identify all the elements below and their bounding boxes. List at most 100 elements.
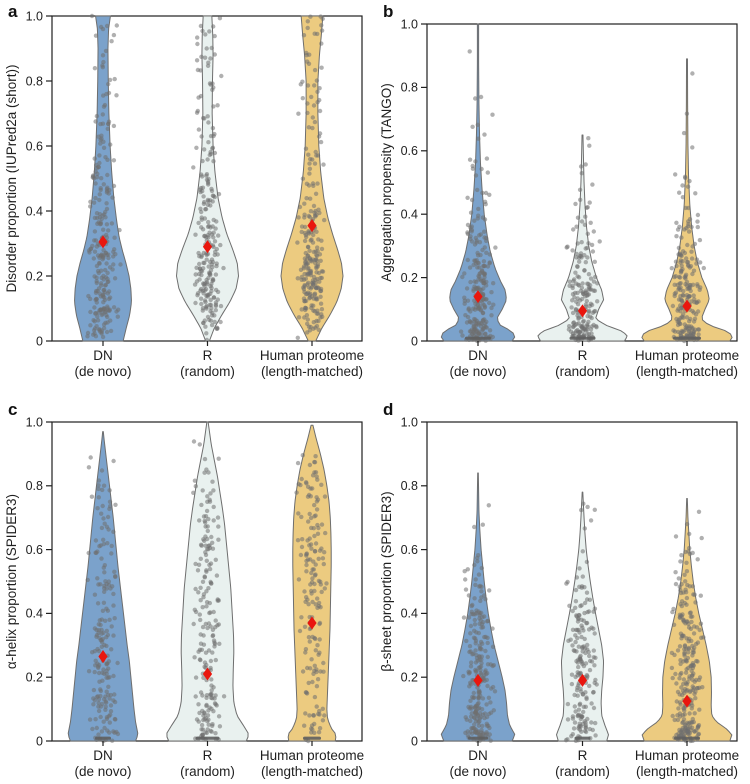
x-category-label: Human proteome <box>635 748 739 763</box>
mean-diamond-d-2 <box>682 694 692 708</box>
y-tick-label: 1.0 <box>401 17 418 31</box>
scatter-points-a-0 <box>85 13 123 340</box>
scatter-points-a-1 <box>191 16 226 343</box>
scatter-points-c-0 <box>85 455 121 744</box>
violin-d-1 <box>556 491 609 742</box>
x-category-sublabel: (de novo) <box>74 764 131 779</box>
y-axis-title: Disorder proportion (IUPred2a (short)) <box>4 64 19 292</box>
x-category-label: R <box>203 748 213 763</box>
x-category-label: R <box>203 348 213 363</box>
panel-letter-a: a <box>8 2 18 21</box>
y-tick-label: 1.0 <box>401 415 418 429</box>
y-tick-label: 1.0 <box>26 415 43 429</box>
panel-b: b 1.0 0.8 0.6 0.4 0.2 0 Aggregation propensity… <box>375 0 750 392</box>
x-category-sublabel: (length-matched) <box>261 364 363 379</box>
scatter-points-d-0 <box>461 503 498 743</box>
panel-letter-c: c <box>8 400 18 419</box>
violin-d-0 <box>440 472 516 742</box>
zero-cluster-bar <box>468 736 488 740</box>
y-axis-title: β-sheet proportion (SPIDER3) <box>379 491 394 671</box>
violin-a-2 <box>280 15 344 342</box>
y-tick-label: 0.2 <box>401 671 418 685</box>
y-tick-label: 0.4 <box>26 607 43 621</box>
panel-letter-b: b <box>383 2 394 21</box>
x-category-sublabel: (length-matched) <box>636 764 738 779</box>
zero-cluster-bar <box>673 336 701 340</box>
zero-cluster-bar <box>95 736 111 740</box>
y-tick-label: 0.6 <box>26 139 43 153</box>
x-category-label: DN <box>468 748 488 763</box>
panel-a: a 1.0 0.8 0.6 0.4 0.2 0 Disorder proportion (I… <box>0 0 375 392</box>
x-category-label: R <box>578 748 588 763</box>
x-category-label: DN <box>93 348 113 363</box>
y-tick-label: 0.2 <box>26 671 43 685</box>
mean-diamond-b-0 <box>473 290 483 304</box>
y-tick-label: 0.6 <box>401 543 418 557</box>
zero-cluster-bar <box>574 736 591 740</box>
mean-diamond-c-1 <box>202 667 213 681</box>
violin-chart-a: 1.0 0.8 0.6 0.4 0.2 0 Disorder proportion (IUP… <box>4 9 364 379</box>
y-tick-label: 0.2 <box>26 269 43 283</box>
x-category-sublabel: (random) <box>555 364 610 379</box>
mean-diamond-d-1 <box>577 673 588 687</box>
y-tick-label: 0.4 <box>401 208 418 222</box>
y-tick-label: 0 <box>36 334 43 348</box>
violin-b-0 <box>440 23 516 342</box>
y-tick-label: 0 <box>411 334 418 348</box>
scatter-points-c-2 <box>294 453 329 744</box>
x-category-sublabel: (random) <box>180 764 235 779</box>
zero-cluster-bar <box>569 336 596 340</box>
mean-diamond-b-2 <box>682 299 692 313</box>
x-category-sublabel: (length-matched) <box>261 764 363 779</box>
violin-c-1 <box>166 421 249 742</box>
x-category-sublabel: (random) <box>555 764 610 779</box>
zero-cluster-bar <box>303 736 321 740</box>
scatter-points-a-2 <box>295 14 327 340</box>
y-axis-title: Aggregation propensity (TANGO) <box>379 83 394 282</box>
x-category-label: R <box>578 348 588 363</box>
x-category-sublabel: (random) <box>180 364 235 379</box>
x-category-label: DN <box>93 748 113 763</box>
x-category-label: DN <box>468 348 488 363</box>
panel-d: d 1.0 0.8 0.6 0.4 0.2 0 β-sheet proportion (SP… <box>375 392 750 784</box>
y-tick-label: 0.8 <box>26 74 43 88</box>
zero-cluster-bar <box>674 736 700 740</box>
y-tick-label: 0.8 <box>26 479 43 493</box>
x-category-label: Human proteome <box>260 748 364 763</box>
x-category-sublabel: (de novo) <box>449 364 506 379</box>
mean-diamond-a-1 <box>202 240 213 254</box>
mean-diamond-a-2 <box>307 219 317 233</box>
y-tick-label: 0.2 <box>401 271 418 285</box>
violin-b-1 <box>537 134 628 342</box>
panel-c: c 1.0 0.8 0.6 0.4 0.2 0 α-helix proportion (SP… <box>0 392 375 784</box>
y-tick-label: 0 <box>36 734 43 748</box>
y-tick-label: 0.8 <box>401 81 418 95</box>
mean-diamond-b-1 <box>577 304 588 318</box>
x-category-label: Human proteome <box>260 348 364 363</box>
zero-cluster-bar <box>465 336 491 340</box>
x-category-label: Human proteome <box>635 348 739 363</box>
mean-diamond-d-0 <box>473 673 483 687</box>
x-category-sublabel: (length-matched) <box>636 364 738 379</box>
mean-diamond-a-0 <box>98 235 108 249</box>
violin-chart-c: 1.0 0.8 0.6 0.4 0.2 0 α-helix proportion (SPID… <box>4 415 364 779</box>
y-axis-title: α-helix proportion (SPIDER3) <box>4 494 19 669</box>
mean-diamond-c-2 <box>307 616 317 630</box>
y-tick-label: 1.0 <box>26 9 43 23</box>
scatter-points-d-1 <box>563 501 599 743</box>
violin-chart-b: 1.0 0.8 0.6 0.4 0.2 0 Aggregation propensity (… <box>379 17 739 379</box>
panel-letter-d: d <box>383 400 394 419</box>
zero-cluster-bar <box>195 736 220 740</box>
y-tick-label: 0.4 <box>26 204 43 218</box>
violin-chart-d: 1.0 0.8 0.6 0.4 0.2 0 β-sheet proportion (SPID… <box>379 415 739 779</box>
x-category-sublabel: (de novo) <box>449 764 506 779</box>
y-tick-label: 0 <box>411 734 418 748</box>
y-tick-label: 0.8 <box>401 479 418 493</box>
y-tick-label: 0.6 <box>401 144 418 158</box>
mean-diamond-c-0 <box>98 649 108 663</box>
scatter-points-c-1 <box>191 439 227 742</box>
x-category-sublabel: (de novo) <box>74 364 131 379</box>
y-tick-label: 0.6 <box>26 543 43 557</box>
y-tick-label: 0.4 <box>401 607 418 621</box>
